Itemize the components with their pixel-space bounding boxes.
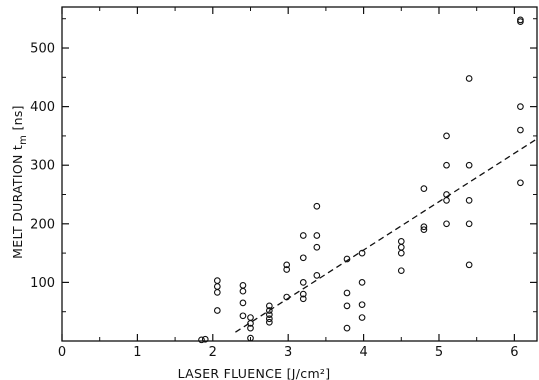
x-axis-ticks: 0 1 2 3 4 5 6 xyxy=(58,7,519,360)
data-point xyxy=(265,315,273,323)
data-point xyxy=(213,307,221,314)
x-tick-label: 5 xyxy=(435,345,443,360)
data-point xyxy=(313,243,321,251)
data-point xyxy=(283,266,291,273)
data-point xyxy=(299,279,307,286)
data-point xyxy=(213,283,221,290)
y-axis-label-main: MELT DURATION t xyxy=(10,145,25,259)
data-point xyxy=(343,289,351,297)
data-point xyxy=(201,335,209,343)
data-point xyxy=(517,179,524,187)
data-point xyxy=(358,314,366,321)
data-point xyxy=(343,302,351,310)
data-point xyxy=(358,249,366,257)
data-point xyxy=(247,320,254,327)
y-tick-label: 400 xyxy=(30,100,55,115)
data-point xyxy=(247,334,254,342)
x-axis-label: LASER FLUENCE [J/cm²] xyxy=(178,366,331,380)
data-point xyxy=(358,279,366,286)
plot-border xyxy=(61,6,538,342)
data-points xyxy=(198,16,524,344)
data-point xyxy=(465,220,473,228)
y-axis-label: MELT DURATION tm [ns] xyxy=(10,105,29,259)
y-axis-label-subscript: m xyxy=(18,135,29,145)
y-tick-label: 100 xyxy=(30,276,55,291)
data-point xyxy=(239,281,247,289)
y-tick-label: 200 xyxy=(30,217,55,232)
y-axis-label-unit: [ns] xyxy=(10,105,25,135)
data-point xyxy=(517,103,524,110)
data-point xyxy=(397,238,405,245)
data-point xyxy=(358,301,366,309)
data-point xyxy=(239,287,247,295)
data-point xyxy=(313,202,321,210)
y-axis-ticks: 100 200 300 400 500 xyxy=(30,18,537,313)
data-point xyxy=(443,132,450,140)
data-point xyxy=(313,272,321,279)
data-point xyxy=(265,302,273,310)
data-point xyxy=(299,254,307,262)
data-point xyxy=(443,197,450,204)
data-point xyxy=(247,314,254,321)
data-point xyxy=(465,261,473,269)
data-point xyxy=(313,232,321,239)
x-tick-label: 2 xyxy=(209,345,217,360)
data-point xyxy=(247,324,254,332)
data-point xyxy=(465,161,473,169)
x-tick-label: 1 xyxy=(133,345,141,360)
data-point xyxy=(517,18,524,25)
data-point xyxy=(265,311,273,318)
data-point xyxy=(343,255,351,263)
x-tick-label: 0 xyxy=(58,345,66,360)
data-point xyxy=(265,318,273,326)
data-point xyxy=(420,223,428,231)
svg-text:MELT DURATION tm [ns]: MELT DURATION tm [ns] xyxy=(10,105,29,259)
data-point xyxy=(239,312,247,320)
data-point xyxy=(443,220,450,228)
data-point xyxy=(420,185,428,192)
data-point xyxy=(299,232,307,239)
data-point xyxy=(343,324,351,332)
data-point xyxy=(213,289,221,296)
data-point xyxy=(465,75,473,82)
x-tick-label: 6 xyxy=(510,345,518,360)
y-tick-label: 300 xyxy=(30,159,55,174)
plot-frame xyxy=(61,6,538,342)
data-point xyxy=(213,277,221,284)
data-point xyxy=(239,299,247,307)
data-point xyxy=(517,126,524,134)
data-point xyxy=(299,290,307,298)
data-point xyxy=(265,307,273,314)
data-point xyxy=(420,226,428,234)
data-point xyxy=(283,293,291,301)
data-point xyxy=(443,161,450,169)
y-tick-label: 500 xyxy=(30,42,55,57)
data-point xyxy=(397,249,405,257)
data-point xyxy=(465,197,473,204)
data-point xyxy=(397,243,405,251)
trend-line-group xyxy=(235,138,538,333)
data-point xyxy=(397,267,405,275)
data-point xyxy=(198,336,205,344)
data-point xyxy=(299,295,307,303)
data-point xyxy=(283,261,291,269)
x-tick-label: 3 xyxy=(284,345,292,360)
x-tick-label: 4 xyxy=(359,345,367,360)
dashed-fit-line xyxy=(235,138,538,333)
